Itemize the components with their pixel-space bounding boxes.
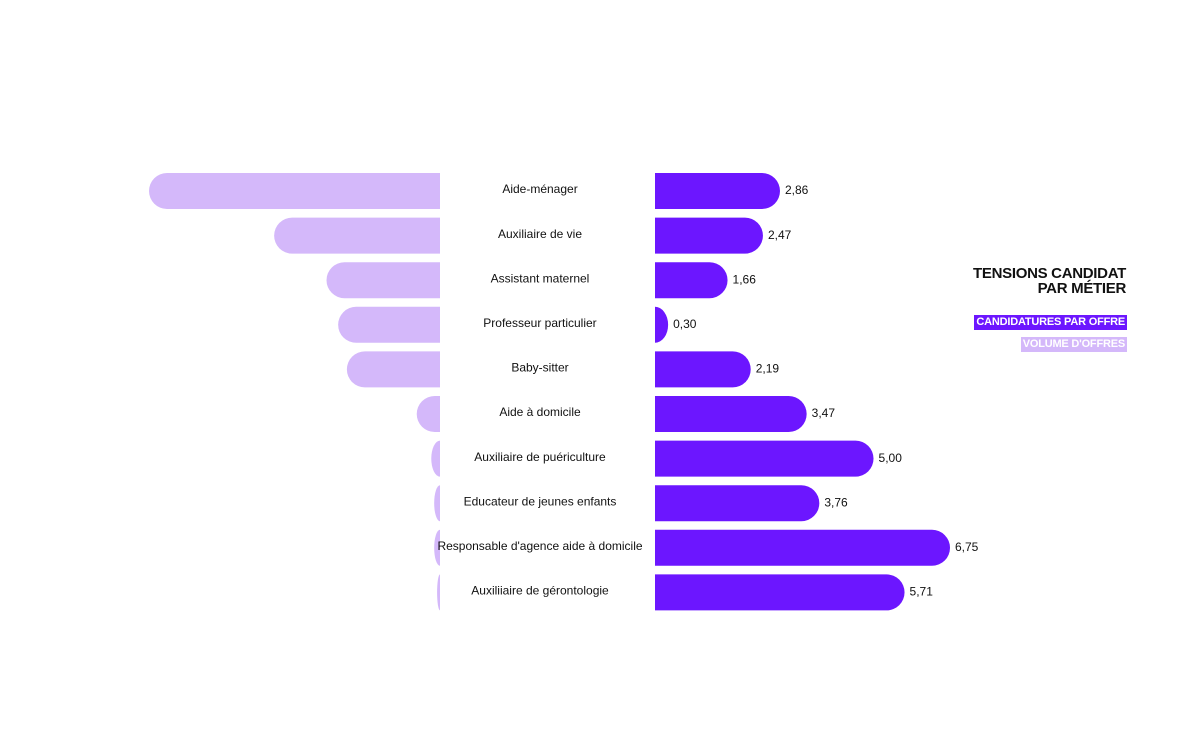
bar-candidatures-par-offre xyxy=(655,306,669,343)
bar-volume-offres xyxy=(149,173,440,209)
chart-title: TENSIONS CANDIDAT PAR MÉTIER xyxy=(973,266,1126,296)
bar-candidatures-par-offre xyxy=(655,173,780,209)
bar-candidatures-par-offre xyxy=(655,396,807,432)
bar-volume-offres xyxy=(434,485,440,522)
category-label: Professeur particulier xyxy=(483,316,596,330)
category-label: Aide à domicile xyxy=(499,405,581,419)
legend-volume-offres: VOLUME D'OFFRES xyxy=(1020,337,1127,352)
category-label: Auxiliaire de vie xyxy=(498,227,582,241)
bar-volume-offres xyxy=(346,351,440,388)
value-label: 6,75 xyxy=(955,540,979,554)
value-label: 2,19 xyxy=(756,362,780,376)
value-label: 3,76 xyxy=(824,495,848,509)
value-label: 2,47 xyxy=(768,228,792,242)
bar-candidatures-par-offre xyxy=(655,574,905,611)
value-label: 2,86 xyxy=(785,183,809,197)
bar-volume-offres xyxy=(338,306,440,343)
legend: CANDIDATURES PAR OFFRE VOLUME D'OFFRES xyxy=(974,312,1127,356)
bar-candidatures-par-offre xyxy=(655,217,763,254)
category-label: Educateur de jeunes enfants xyxy=(464,494,617,508)
chart-title-line-1: TENSIONS CANDIDAT xyxy=(973,265,1126,282)
bar-volume-offres xyxy=(434,529,440,566)
value-label: 5,71 xyxy=(910,585,934,599)
category-label: Assistant maternel xyxy=(491,271,590,285)
value-label: 5,00 xyxy=(879,451,903,465)
bar-candidatures-par-offre xyxy=(655,440,874,477)
legend-candidatures-par-offre: CANDIDATURES PAR OFFRE xyxy=(974,315,1127,330)
bar-volume-offres xyxy=(416,396,440,432)
bar-candidatures-par-offre xyxy=(655,262,728,299)
bar-volume-offres xyxy=(437,574,440,611)
bar-volume-offres xyxy=(274,217,440,254)
bar-candidatures-par-offre xyxy=(655,485,820,522)
value-label: 3,47 xyxy=(812,406,836,420)
category-label: Auxiliaire de puériculture xyxy=(474,450,606,464)
value-label: 0,30 xyxy=(673,317,697,331)
category-label: Auxiliiaire de gérontologie xyxy=(471,584,609,598)
category-label: Aide-ménager xyxy=(502,182,577,196)
bar-volume-offres xyxy=(326,262,440,299)
category-label: Baby-sitter xyxy=(511,361,568,375)
bar-volume-offres xyxy=(431,440,440,477)
chart-title-line-2: PAR MÉTIER xyxy=(1037,280,1127,297)
bar-candidatures-par-offre xyxy=(655,529,950,566)
bar-candidatures-par-offre xyxy=(655,351,751,388)
category-label: Responsable d'agence aide à domicile xyxy=(437,539,642,553)
value-label: 1,66 xyxy=(733,272,757,286)
